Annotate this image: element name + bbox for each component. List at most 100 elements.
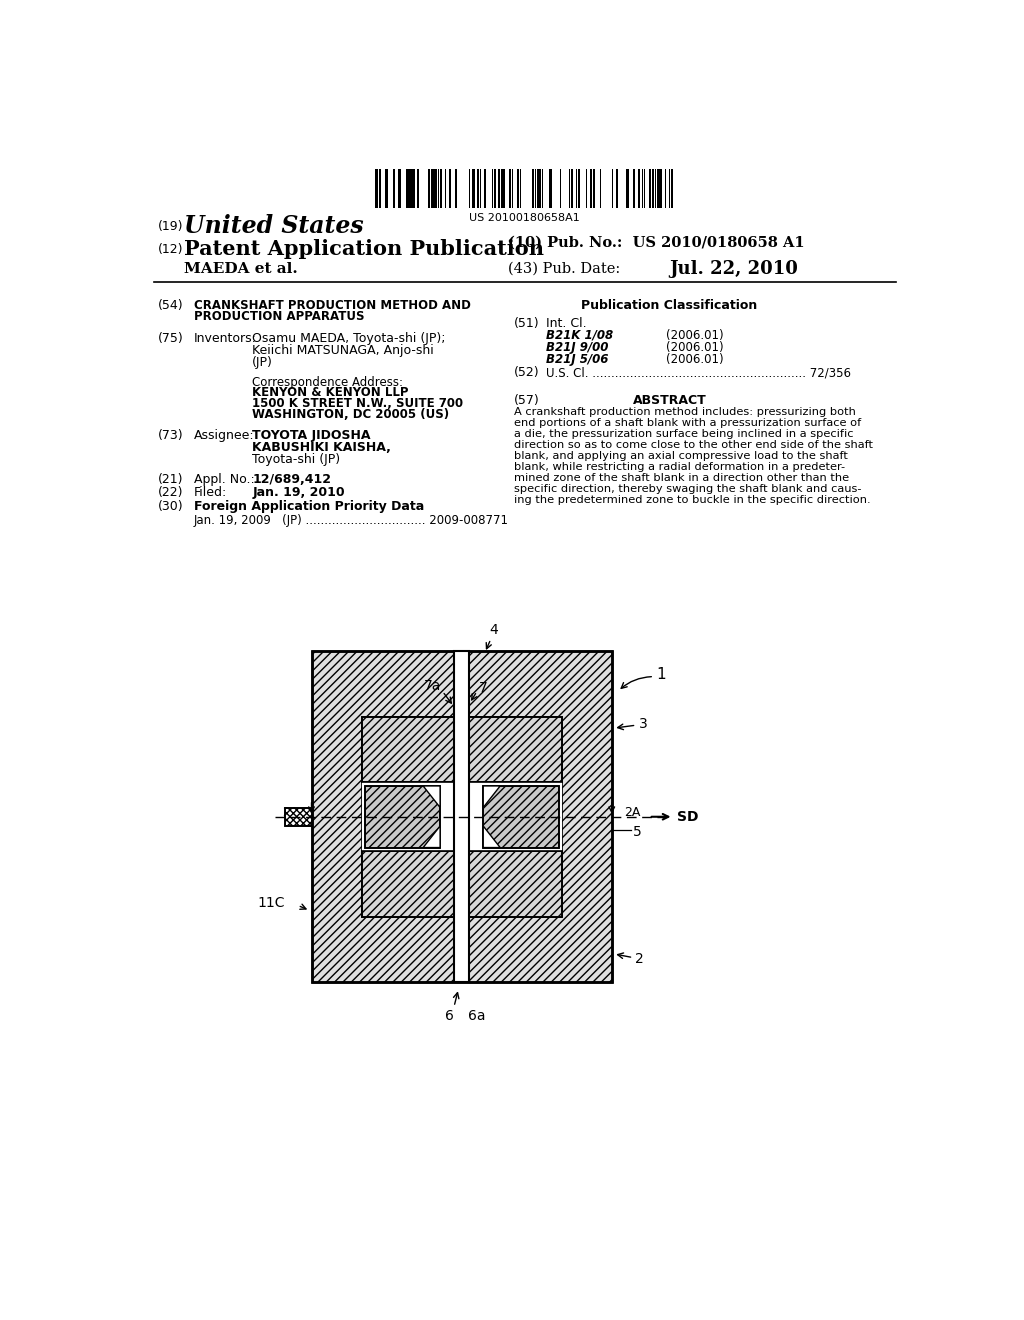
Bar — [438, 169, 439, 207]
Text: TOYOTA JIDOSHA: TOYOTA JIDOSHA — [252, 429, 371, 442]
Text: (51): (51) — [514, 317, 540, 330]
Bar — [361, 851, 562, 917]
Text: MAEDA et al.: MAEDA et al. — [184, 261, 298, 276]
Text: (JP): (JP) — [252, 355, 273, 368]
Text: ABSTRACT: ABSTRACT — [633, 395, 707, 407]
Bar — [498, 169, 500, 207]
Bar — [509, 169, 511, 207]
Bar — [616, 169, 617, 207]
Bar — [593, 169, 595, 207]
Bar — [428, 169, 430, 207]
Bar — [410, 169, 412, 207]
Bar — [435, 169, 437, 207]
Bar — [407, 169, 409, 207]
Bar — [550, 169, 552, 207]
Bar — [365, 785, 440, 847]
Bar — [454, 651, 469, 982]
Bar — [477, 169, 479, 207]
Text: (73): (73) — [159, 429, 184, 442]
Bar — [361, 717, 562, 917]
Text: WASHINGTON, DC 20005 (US): WASHINGTON, DC 20005 (US) — [252, 408, 450, 421]
Text: 7: 7 — [478, 681, 487, 696]
Bar — [285, 808, 311, 826]
Bar — [655, 169, 656, 207]
Text: (2006.01): (2006.01) — [666, 341, 723, 354]
Text: Correspondence Address:: Correspondence Address: — [252, 376, 403, 388]
Bar — [393, 169, 394, 207]
Text: 4: 4 — [489, 623, 499, 638]
Text: Jan. 19, 2009   (JP) ................................ 2009-008771: Jan. 19, 2009 (JP) .....................… — [194, 515, 509, 527]
Bar — [660, 169, 662, 207]
Text: (30): (30) — [159, 500, 184, 513]
Text: 2A: 2A — [624, 807, 640, 820]
Bar — [483, 785, 559, 847]
Text: Foreign Application Priority Data: Foreign Application Priority Data — [194, 500, 424, 513]
Text: Inventors:: Inventors: — [194, 333, 257, 346]
Text: 6: 6 — [444, 1010, 454, 1023]
Bar — [517, 169, 519, 207]
Text: 7a: 7a — [424, 678, 441, 693]
Bar — [642, 169, 643, 207]
Text: 9a: 9a — [472, 796, 489, 810]
Text: end portions of a shaft blank with a pressurization surface of: end portions of a shaft blank with a pre… — [514, 418, 861, 428]
Text: (19): (19) — [159, 219, 183, 232]
Bar — [531, 169, 535, 207]
Bar — [578, 169, 581, 207]
Text: (2006.01): (2006.01) — [666, 329, 723, 342]
Text: United States: United States — [184, 214, 365, 238]
Text: Osamu MAEDA, Toyota-shi (JP);: Osamu MAEDA, Toyota-shi (JP); — [252, 333, 445, 346]
Text: 12/689,412: 12/689,412 — [252, 473, 331, 486]
Text: Toyota-shi (JP): Toyota-shi (JP) — [252, 453, 340, 466]
Text: KENYON & KENYON LLP: KENYON & KENYON LLP — [252, 387, 409, 400]
Bar — [361, 851, 562, 917]
Text: 6a: 6a — [468, 1010, 485, 1023]
Text: (2006.01): (2006.01) — [666, 354, 723, 366]
Bar — [311, 651, 611, 982]
Bar — [590, 169, 592, 207]
Bar — [571, 169, 572, 207]
Bar — [657, 169, 659, 207]
Bar — [361, 717, 562, 781]
Bar — [540, 169, 541, 207]
Bar — [444, 169, 446, 207]
Text: US 20100180658A1: US 20100180658A1 — [469, 213, 581, 223]
Text: 1: 1 — [656, 667, 666, 682]
Text: blank, while restricting a radial deformation in a predeter-: blank, while restricting a radial deform… — [514, 462, 845, 471]
Bar — [494, 169, 496, 207]
Polygon shape — [483, 826, 500, 847]
Bar — [379, 169, 381, 207]
Bar — [450, 169, 451, 207]
Text: 11C: 11C — [257, 896, 285, 909]
Text: 9: 9 — [509, 791, 518, 804]
Text: CRANKSHAFT PRODUCTION METHOD AND: CRANKSHAFT PRODUCTION METHOD AND — [194, 300, 471, 313]
Polygon shape — [423, 785, 440, 808]
Bar — [649, 169, 651, 207]
Text: Filed:: Filed: — [194, 486, 227, 499]
Bar — [413, 169, 415, 207]
Bar — [311, 651, 611, 982]
Text: (54): (54) — [159, 300, 184, 313]
Bar — [440, 169, 441, 207]
Text: blank, and applying an axial compressive load to the shaft: blank, and applying an axial compressive… — [514, 451, 848, 461]
Text: 5: 5 — [634, 825, 642, 840]
Bar — [652, 169, 654, 207]
Bar — [665, 169, 667, 207]
Text: 2A: 2A — [282, 807, 298, 820]
Text: 10: 10 — [496, 832, 513, 845]
Bar — [484, 169, 486, 207]
Text: direction so as to come close to the other end side of the shaft: direction so as to come close to the oth… — [514, 440, 873, 450]
Text: (22): (22) — [159, 486, 183, 499]
Text: ing the predetermined zone to buckle in the specific direction.: ing the predetermined zone to buckle in … — [514, 495, 870, 504]
Text: U.S. Cl. ......................................................... 72/356: U.S. Cl. ...............................… — [547, 367, 851, 379]
Text: (52): (52) — [514, 367, 540, 379]
Bar — [365, 785, 440, 847]
Text: (75): (75) — [159, 333, 184, 346]
Polygon shape — [483, 785, 500, 808]
Bar — [399, 169, 400, 207]
Bar — [542, 169, 544, 207]
Text: a die, the pressurization surface being inclined in a specific: a die, the pressurization surface being … — [514, 429, 854, 440]
Bar — [538, 169, 539, 207]
Text: B21J 9/00: B21J 9/00 — [547, 341, 608, 354]
Bar — [512, 169, 513, 207]
Text: Keiichi MATSUNAGA, Anjo-shi: Keiichi MATSUNAGA, Anjo-shi — [252, 345, 434, 356]
